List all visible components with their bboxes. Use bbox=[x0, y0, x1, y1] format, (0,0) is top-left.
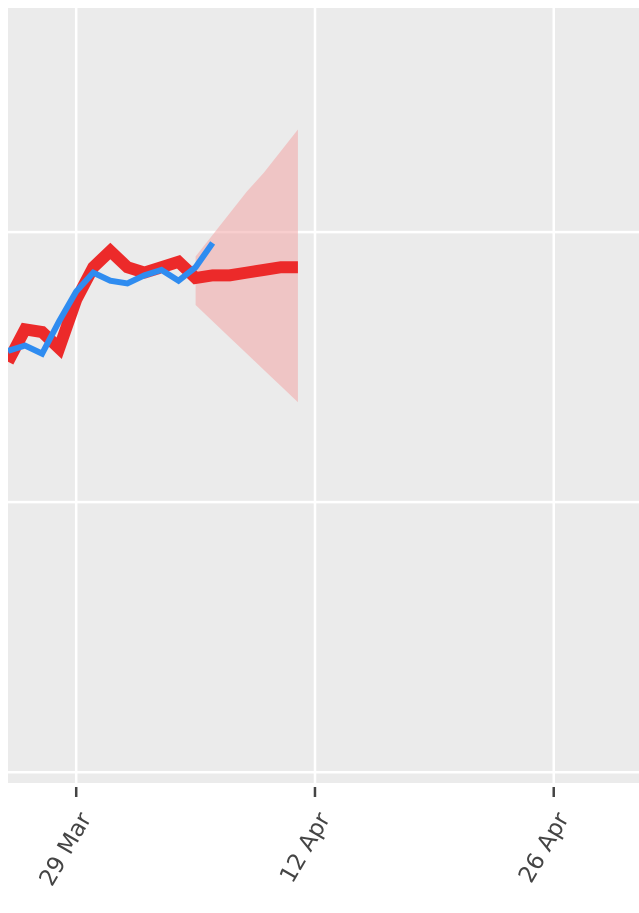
x-tick-label: 12 Apr bbox=[275, 808, 336, 888]
series-line bbox=[8, 241, 216, 358]
x-tick-label: 29 Mar bbox=[35, 808, 98, 891]
plot-background bbox=[8, 8, 639, 783]
x-tick-label: 26 Apr bbox=[514, 808, 575, 888]
confidence-band bbox=[195, 129, 298, 403]
